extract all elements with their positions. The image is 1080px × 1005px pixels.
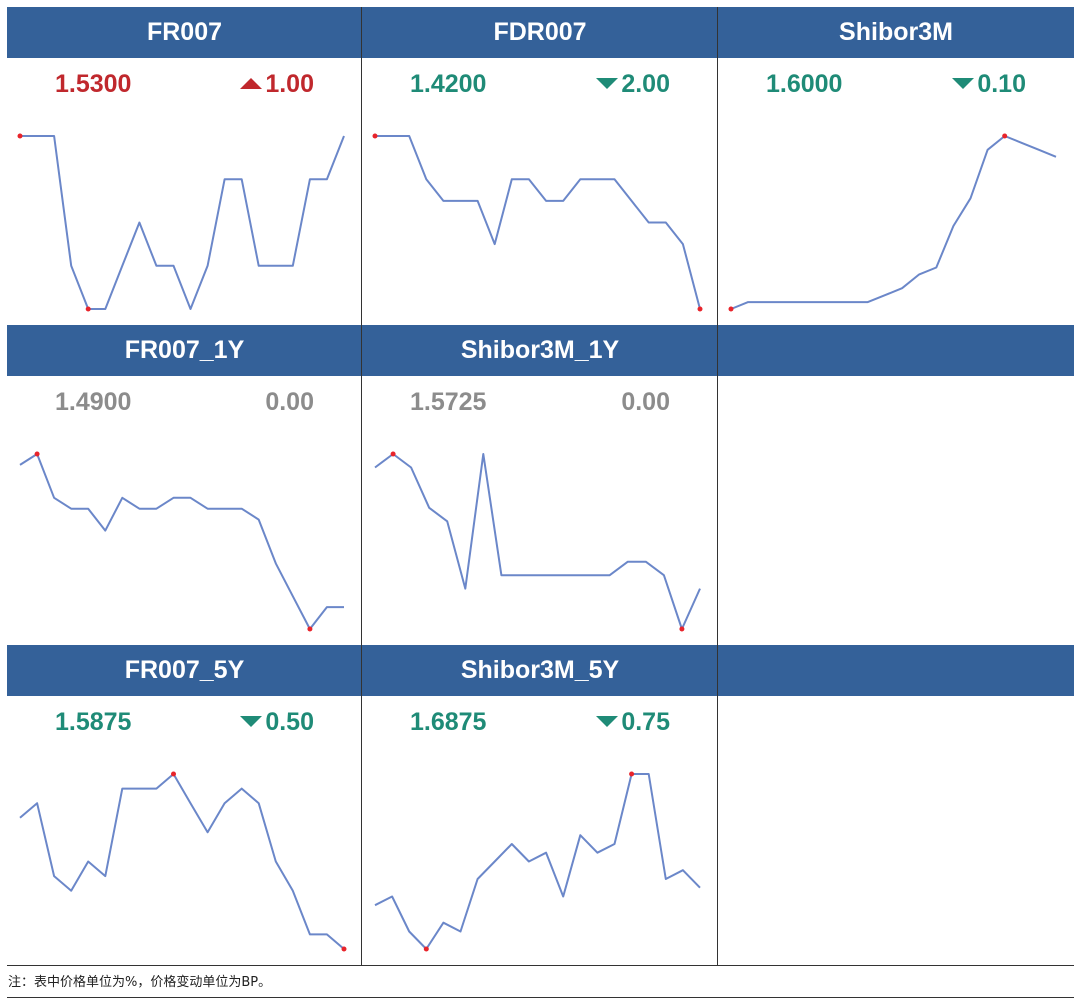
series-line (20, 135, 345, 310)
panel-title: Shibor3M_5Y (362, 645, 718, 696)
panel-shibor3m-5y: Shibor3M_5Y 1.6875 0.75 (362, 645, 718, 965)
change-amount: 1.00 (265, 70, 314, 98)
change-amount: 0.10 (977, 70, 1026, 98)
change-value: 0.00 (265, 385, 314, 419)
price-value: 1.5875 (55, 708, 132, 736)
price-value: 1.4900 (55, 388, 132, 416)
panel-empty (718, 645, 1074, 965)
change-arrow-icon (596, 77, 619, 89)
footer-divider (7, 997, 1074, 998)
change-amount: 2.00 (621, 70, 670, 98)
change-amount: 0.00 (621, 388, 670, 416)
panel-title-empty (718, 325, 1074, 376)
series-line (730, 135, 1057, 310)
price-value: 1.5300 (55, 70, 132, 98)
extreme-point-marker (171, 771, 176, 777)
panel-fdr007: FDR007 1.4200 2.00 (362, 7, 718, 325)
change-value: 0.50 (240, 705, 314, 739)
change-amount: 0.75 (621, 708, 670, 736)
change-amount: 0.50 (265, 708, 314, 736)
sparkline (19, 451, 344, 632)
change-arrow-icon (240, 715, 263, 727)
panel-shibor3m: Shibor3M 1.6000 0.10 (718, 7, 1074, 325)
change-value: 1.00 (240, 67, 314, 101)
rate-dashboard: FR007 1.5300 1.00 FDR007 1.4200 2.00 Shi… (7, 7, 1074, 965)
panel-title: FR007 (7, 7, 362, 58)
price-value: 1.6000 (766, 70, 843, 98)
extreme-point-marker (341, 946, 347, 952)
extreme-point-marker (679, 626, 685, 632)
extreme-point-marker (390, 451, 396, 457)
extreme-point-marker (307, 626, 313, 632)
panel-title: FR007_5Y (7, 645, 362, 696)
footnote: 注：表中价格单位为%，价格变动单位为BP。 (8, 975, 272, 990)
extreme-point-marker (728, 306, 734, 312)
panel-title-empty (718, 645, 1074, 696)
change-value: 2.00 (596, 67, 670, 101)
change-value: 0.10 (952, 67, 1026, 101)
change-arrow-icon (240, 77, 263, 89)
series-line (374, 453, 701, 630)
price-value: 1.6875 (410, 708, 487, 736)
grid-divider (361, 7, 362, 965)
extreme-point-marker (34, 451, 40, 457)
series-line (375, 135, 701, 310)
change-amount: 0.00 (265, 388, 314, 416)
panel-title: Shibor3M_1Y (362, 325, 718, 376)
panel-fr007-5y: FR007_5Y 1.5875 0.50 (7, 645, 362, 965)
series-line (19, 773, 345, 950)
panel-empty (718, 325, 1074, 645)
panel-fr007: FR007 1.5300 1.00 (7, 7, 362, 325)
panel-title: FR007_1Y (7, 325, 362, 376)
footer-divider (7, 965, 1074, 966)
panel-shibor3m-1y: Shibor3M_1Y 1.5725 0.00 (362, 325, 718, 645)
series-line (374, 773, 701, 950)
change-arrow-icon (952, 77, 975, 89)
sparkline (374, 771, 701, 952)
panel-fr007-1y: FR007_1Y 1.4900 0.00 (7, 325, 362, 645)
extreme-point-marker (629, 771, 635, 777)
change-value: 0.00 (621, 385, 670, 419)
change-arrow-icon (596, 715, 619, 727)
panel-title: Shibor3M (718, 7, 1074, 58)
sparkline (19, 771, 347, 952)
price-value: 1.5725 (410, 388, 487, 416)
series-line (19, 453, 344, 630)
sparkline (372, 133, 703, 312)
sparkline (728, 133, 1057, 312)
sparkline (17, 133, 345, 312)
extreme-point-marker (1002, 133, 1008, 139)
extreme-point-marker (372, 133, 378, 139)
extreme-point-marker (697, 306, 703, 312)
change-value: 0.75 (596, 705, 670, 739)
extreme-point-marker (17, 133, 23, 139)
sparkline (374, 451, 701, 632)
panel-title: FDR007 (362, 7, 718, 58)
extreme-point-marker (85, 306, 91, 312)
grid-divider (717, 7, 718, 965)
extreme-point-marker (423, 946, 429, 952)
price-value: 1.4200 (410, 70, 487, 98)
